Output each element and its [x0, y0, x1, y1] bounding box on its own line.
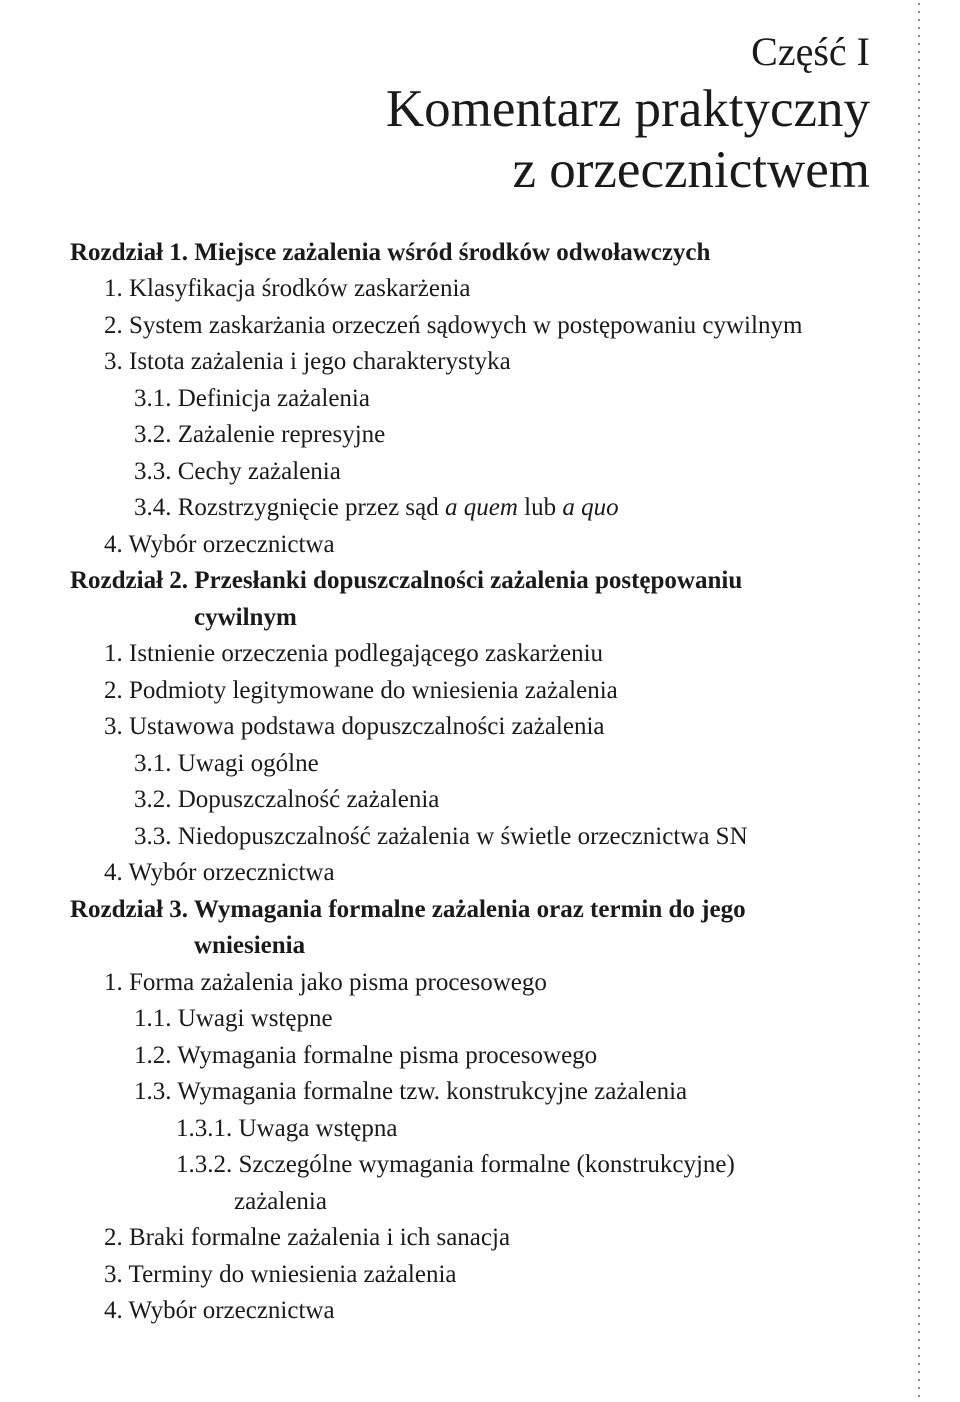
toc-entry: 4. Wybór orzecznictwa — [70, 855, 880, 892]
latin-term: a quo — [562, 494, 618, 521]
toc-entry: 3. Terminy do wniesienia zażalenia — [70, 1257, 880, 1294]
toc-entry: 4. Wybór orzecznictwa — [70, 527, 880, 564]
latin-term: a quem — [445, 494, 518, 521]
toc-entry: 1. Klasyfikacja środków zaskarżenia — [70, 271, 880, 308]
part-title-line2: z orzecznictwem — [512, 141, 870, 199]
toc-entry: 1. Istnienie orzeczenia podlegającego za… — [70, 636, 880, 673]
chapter-3-heading: Rozdział 3. Wymagania formalne zażalenia… — [70, 892, 880, 929]
toc-entry: 4. Wybór orzecznictwa — [70, 1293, 880, 1330]
toc-entry: 1.3.1. Uwaga wstępna — [70, 1111, 880, 1148]
chapter-2-heading-cont: cywilnym — [70, 600, 880, 637]
table-of-contents: Rozdział 1. Miejsce zażalenia wśród środ… — [70, 235, 880, 1330]
toc-entry: 3.1. Uwagi ogólne — [70, 746, 880, 783]
toc-entry: 2. Podmioty legitymowane do wniesienia z… — [70, 673, 880, 710]
part-title: Komentarz praktyczny z orzecznictwem — [70, 79, 880, 201]
chapter-number: Rozdział 3. — [70, 896, 188, 923]
toc-text: lub — [518, 494, 562, 521]
toc-entry: 2. Braki formalne zażalenia i ich sanacj… — [70, 1220, 880, 1257]
part-title-line1: Komentarz praktyczny — [386, 80, 870, 138]
toc-entry: 2. System zaskarżania orzeczeń sądowych … — [70, 308, 880, 345]
toc-entry: 1.1. Uwagi wstępne — [70, 1001, 880, 1038]
toc-entry: 1.3.2. Szczególne wymagania formalne (ko… — [70, 1147, 880, 1184]
chapter-title: Miejsce zażalenia wśród środków odwoławc… — [188, 239, 710, 266]
toc-entry: 3. Ustawowa podstawa dopuszczalności zaż… — [70, 709, 880, 746]
chapter-title: Przesłanki dopuszczalności zażalenia pos… — [188, 567, 742, 594]
toc-entry: 1.3. Wymagania formalne tzw. konstrukcyj… — [70, 1074, 880, 1111]
toc-entry: 3.3. Niedopuszczalność zażalenia w świet… — [70, 819, 880, 856]
chapter-number: Rozdział 1. — [70, 239, 188, 266]
toc-entry: 1. Forma zażalenia jako pisma procesoweg… — [70, 965, 880, 1002]
toc-text: 3.4. Rozstrzygnięcie przez sąd — [134, 494, 445, 521]
toc-entry: 1.2. Wymagania formalne pisma procesoweg… — [70, 1038, 880, 1075]
chapter-1-heading: Rozdział 1. Miejsce zażalenia wśród środ… — [70, 235, 880, 272]
chapter-2-heading: Rozdział 2. Przesłanki dopuszczalności z… — [70, 563, 880, 600]
toc-entry-cont: zażalenia — [70, 1184, 880, 1221]
chapter-3-heading-cont: wniesienia — [70, 928, 880, 965]
chapter-title: Wymagania formalne zażalenia oraz termin… — [188, 896, 746, 923]
toc-entry: 3.4. Rozstrzygnięcie przez sąd a quem lu… — [70, 490, 880, 527]
toc-entry: 3.2. Zażalenie represyjne — [70, 417, 880, 454]
toc-entry: 3.3. Cechy zażalenia — [70, 454, 880, 491]
dotted-margin-rule — [918, 0, 920, 1402]
part-label: Część I — [70, 28, 880, 75]
toc-entry: 3. Istota zażalenia i jego charakterysty… — [70, 344, 880, 381]
chapter-number: Rozdział 2. — [70, 567, 188, 594]
toc-entry: 3.1. Definicja zażalenia — [70, 381, 880, 418]
toc-entry: 3.2. Dopuszczalność zażalenia — [70, 782, 880, 819]
